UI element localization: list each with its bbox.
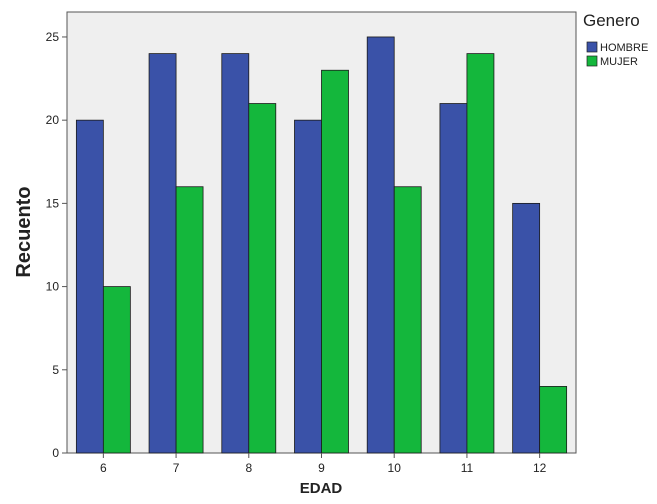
bar-mujer-edad-11 [466,53,495,454]
bar-hombre-edad-11 [439,103,468,454]
x-tick-label: 9 [318,461,325,475]
bars-layer [75,36,568,454]
x-tick-label: 10 [388,461,402,475]
x-axis-title: EDAD [300,480,343,497]
x-tick-label: 12 [533,461,547,475]
legend-swatch-mujer [586,55,598,67]
bar-hombre-edad-10 [366,36,395,454]
y-tick-label: 20 [46,113,60,127]
legend-label-mujer: MUJER [600,56,638,68]
legend-title: Genero [583,11,640,30]
x-axis: 6 7 8 9 10 11 12 [100,453,547,475]
y-axis-title: Recuento [13,186,35,277]
bar-hombre-edad-12 [512,202,541,454]
bar-hombre-edad-9 [294,119,322,454]
legend: Genero HOMBRE MUJER [583,11,648,68]
y-tick-label: 0 [52,446,59,460]
bar-hombre-edad-8 [221,53,250,454]
x-tick-label: 7 [173,461,180,475]
bar-mujer-edad-9 [321,69,349,454]
bar-mujer-edad-6 [102,286,131,454]
bar-mujer-edad-8 [248,103,277,454]
y-tick-label: 10 [46,280,60,294]
x-tick-label: 11 [461,461,474,475]
bar-mujer-edad-10 [393,186,422,454]
bar-mujer-edad-7 [175,186,204,454]
y-tick-label: 5 [52,363,59,377]
bar-hombre-edad-6 [75,119,104,454]
x-tick-label: 8 [245,461,252,475]
x-tick-label: 6 [100,461,107,475]
bar-mujer-edad-12 [539,386,568,454]
y-tick-label: 25 [46,30,60,44]
y-tick-label: 15 [46,196,60,210]
legend-swatch-hombre [586,41,598,53]
bar-hombre-edad-7 [148,53,177,454]
legend-label-hombre: HOMBRE [600,42,648,54]
y-axis: 0 5 10 15 20 25 [46,30,67,460]
